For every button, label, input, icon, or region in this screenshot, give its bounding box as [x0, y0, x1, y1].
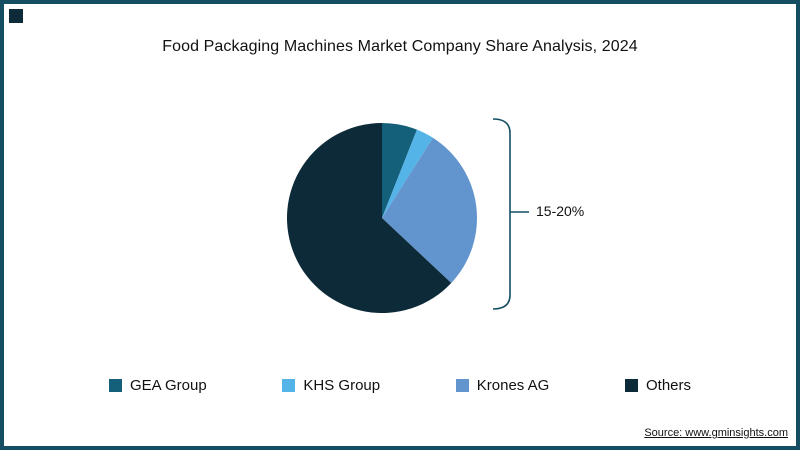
legend-swatch-krones-ag: [455, 379, 469, 392]
pie-chart-svg: [286, 122, 477, 314]
pie-slice-others: [286, 122, 452, 314]
legend: GEA Group KHS Group Krones AG Others: [109, 377, 691, 394]
legend-swatch-gea-group: [109, 379, 122, 392]
pie-slices: [286, 122, 477, 314]
pie-chart: [286, 122, 478, 314]
corner-logo-square: [9, 9, 23, 23]
legend-label-khs-group: KHS Group: [303, 377, 381, 394]
legend-label-gea-group: GEA Group: [130, 377, 207, 394]
legend-swatch-others: [624, 379, 638, 392]
bracket-path: [492, 118, 529, 310]
legend-item-others: Others: [624, 377, 691, 394]
annotation-label: 15-20%: [536, 203, 585, 219]
legend-label-others: Others: [645, 377, 691, 394]
chart-title: Food Packaging Machines Market Company S…: [162, 38, 638, 55]
pie-slice-khs-group: [382, 129, 433, 218]
pie-slice-krones-ag: [382, 137, 477, 284]
pie-slice-gea-group: [382, 123, 417, 218]
bracket-annotation: [492, 118, 529, 310]
legend-item-krones-ag: Krones AG: [455, 377, 550, 394]
legend-item-gea-group: GEA Group: [109, 377, 207, 394]
legend-label-krones-ag: Krones AG: [476, 377, 550, 394]
source-link[interactable]: Source: www.gminsights.com: [644, 427, 788, 439]
legend-item-khs-group: KHS Group: [282, 377, 380, 394]
legend-swatch-khs-group: [282, 379, 296, 392]
